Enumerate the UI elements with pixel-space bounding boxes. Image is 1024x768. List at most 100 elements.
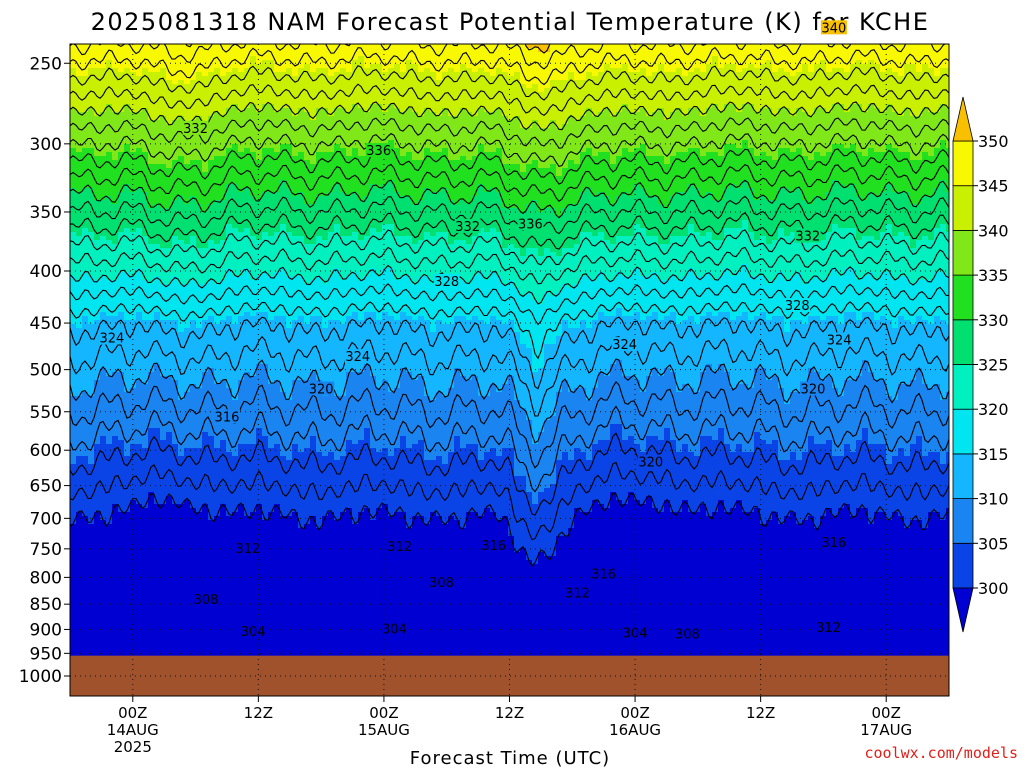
contour-fill-cell xyxy=(166,588,173,593)
contour-fill-cell xyxy=(208,620,215,625)
contour-fill-cell xyxy=(178,636,185,641)
contour-fill-cell xyxy=(184,600,191,605)
contour-fill-cell xyxy=(112,556,119,561)
contour-fill-cell xyxy=(94,468,101,473)
contour-fill-cell xyxy=(124,144,131,149)
contour-fill-cell xyxy=(142,560,149,565)
contour-fill-cell xyxy=(118,296,125,301)
contour-fill-cell xyxy=(100,184,107,189)
contour-fill-cell xyxy=(76,520,83,525)
contour-fill-cell xyxy=(70,604,77,609)
contour-fill-cell xyxy=(160,52,167,57)
contour-fill-cell xyxy=(166,564,173,569)
contour-fill-cell xyxy=(112,536,119,541)
contour-fill-cell xyxy=(106,56,113,61)
contour-fill-cell xyxy=(106,168,113,173)
contour-fill-cell xyxy=(244,504,251,509)
contour-fill-cell xyxy=(124,596,131,601)
contour-fill-cell xyxy=(136,576,143,581)
contour-fill-cell xyxy=(166,228,173,233)
contour-fill-cell xyxy=(232,372,239,377)
contour-fill-cell xyxy=(166,244,173,249)
contour-fill-cell xyxy=(70,488,77,493)
contour-fill-cell xyxy=(172,320,179,325)
contour-fill-cell xyxy=(112,120,119,125)
contour-fill-cell xyxy=(88,96,95,101)
contour-fill-cell xyxy=(190,316,197,321)
contour-fill-cell xyxy=(160,612,167,617)
contour-fill-cell xyxy=(208,68,215,73)
contour-fill-cell xyxy=(226,564,233,569)
contour-fill-cell xyxy=(130,296,137,301)
contour-fill-cell xyxy=(154,624,161,629)
contour-fill-cell xyxy=(148,644,155,649)
contour-fill-cell xyxy=(112,528,119,533)
contour-fill-cell xyxy=(154,524,161,529)
contour-fill-cell xyxy=(142,368,149,373)
contour-fill-cell xyxy=(148,452,155,457)
contour-fill-cell xyxy=(70,560,77,565)
contour-fill-cell xyxy=(130,344,137,349)
contour-fill-cell xyxy=(226,588,233,593)
contour-fill-cell xyxy=(184,596,191,601)
contour-fill-cell xyxy=(244,260,251,265)
contour-fill-cell xyxy=(238,116,245,121)
contour-fill-cell xyxy=(130,492,137,497)
contour-fill-cell xyxy=(244,528,251,533)
contour-fill-cell xyxy=(136,520,143,525)
contour-fill-cell xyxy=(100,432,107,437)
contour-fill-cell xyxy=(220,372,227,377)
contour-fill-cell xyxy=(220,508,227,513)
contour-fill-cell xyxy=(232,496,239,501)
contour-fill-cell xyxy=(148,544,155,549)
contour-fill-cell xyxy=(130,120,137,125)
contour-fill-cell xyxy=(232,472,239,477)
contour-fill-cell xyxy=(118,536,125,541)
contour-fill-cell xyxy=(124,280,131,285)
contour-fill-cell xyxy=(136,532,143,537)
contour-fill-cell xyxy=(100,64,107,69)
contour-fill-cell xyxy=(76,428,83,433)
contour-fill-cell xyxy=(178,588,185,593)
contour-fill-cell xyxy=(70,348,77,353)
contour-fill-cell xyxy=(160,92,167,97)
contour-fill-cell xyxy=(76,120,83,125)
contour-fill-cell xyxy=(76,472,83,477)
contour-fill-cell xyxy=(70,596,77,601)
contour-fill-cell xyxy=(112,412,119,417)
contour-fill-cell xyxy=(250,60,257,65)
contour-fill-cell xyxy=(112,620,119,625)
contour-fill-cell xyxy=(94,136,101,141)
contour-fill-cell xyxy=(118,632,125,637)
contour-fill-cell xyxy=(178,552,185,557)
contour-fill-cell xyxy=(184,292,191,297)
contour-fill-cell xyxy=(142,488,149,493)
contour-fill-cell xyxy=(190,192,197,197)
contour-fill-cell xyxy=(124,208,131,213)
contour-fill-cell xyxy=(202,580,209,585)
contour-fill-cell xyxy=(142,116,149,121)
contour-fill-cell xyxy=(244,572,251,577)
contour-fill-cell xyxy=(166,488,173,493)
contour-fill-cell xyxy=(202,248,209,253)
contour-fill-cell xyxy=(154,396,161,401)
contour-fill-cell xyxy=(94,500,101,505)
contour-fill-cell xyxy=(172,188,179,193)
contour-fill-cell xyxy=(226,636,233,641)
contour-fill-cell xyxy=(196,472,203,477)
contour-fill-cell xyxy=(178,540,185,545)
contour-fill-cell xyxy=(190,324,197,329)
contour-fill-cell xyxy=(106,600,113,605)
contour-fill-cell xyxy=(220,400,227,405)
contour-fill-cell xyxy=(178,324,185,329)
contour-fill-cell xyxy=(214,336,221,341)
contour-fill-cell xyxy=(130,568,137,573)
contour-fill-cell xyxy=(142,648,149,653)
contour-fill-cell xyxy=(70,156,77,161)
contour-fill-cell xyxy=(154,620,161,625)
contour-fill-cell xyxy=(148,284,155,289)
contour-fill-cell xyxy=(124,296,131,301)
contour-fill-cell xyxy=(226,628,233,633)
contour-fill-cell xyxy=(184,428,191,433)
contour-fill-cell xyxy=(130,440,137,445)
